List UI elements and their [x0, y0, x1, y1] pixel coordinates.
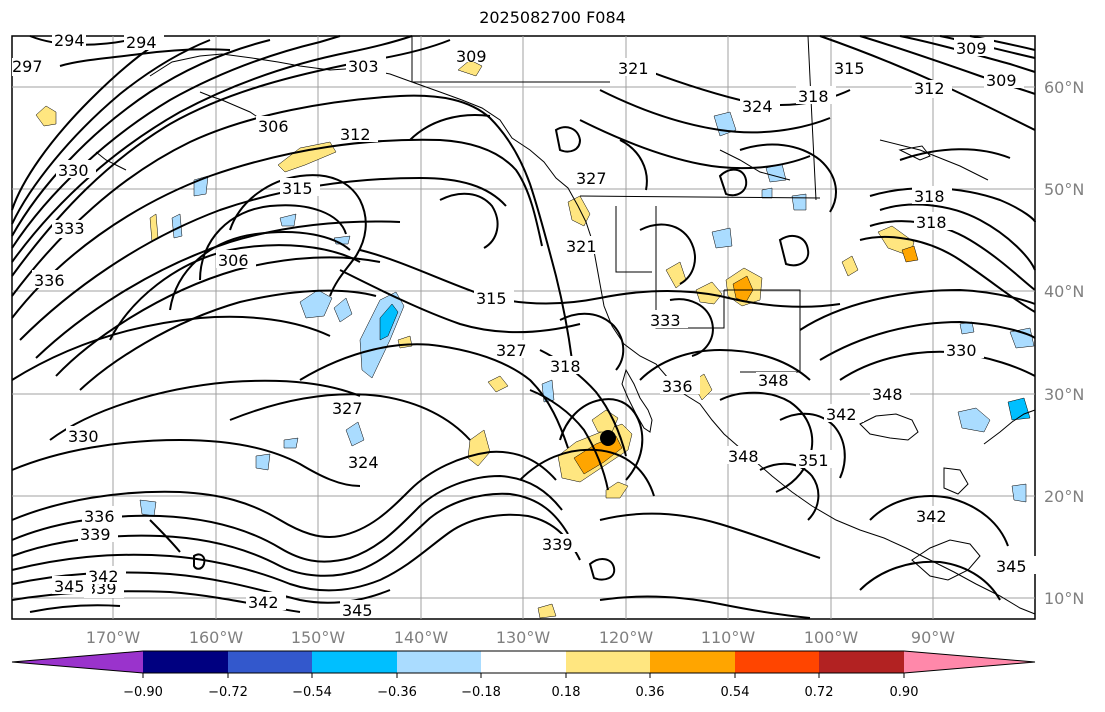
- colorbar-segment: [12, 651, 143, 673]
- lon-label: 120°W: [599, 628, 654, 647]
- colorbar-segment: [228, 651, 312, 673]
- contour-label: 318: [550, 357, 581, 376]
- contour-label: 327: [332, 399, 363, 418]
- lon-label: 130°W: [496, 628, 551, 647]
- lon-label: 100°W: [804, 628, 859, 647]
- colorbar-segment: [904, 651, 1035, 673]
- contour-label: 294: [54, 31, 85, 50]
- lon-label: 170°W: [86, 628, 141, 647]
- contour-lines: [11, 35, 1036, 619]
- contour-label: 351: [798, 451, 829, 470]
- contour-label: 306: [218, 251, 249, 270]
- contour-label: 312: [340, 125, 371, 144]
- colorbar-tick-label: −0.90: [123, 685, 163, 700]
- colorbar-segment: [143, 651, 228, 673]
- contour-label: 330: [946, 341, 977, 360]
- colorbar-tick-label: 0.36: [636, 685, 665, 700]
- lat-label: 30°N: [1044, 385, 1084, 404]
- map-title: 2025082700 F084: [479, 8, 626, 27]
- contour-label: 321: [618, 59, 649, 78]
- contour-label: 342: [826, 405, 857, 424]
- colorbar-segment: [566, 651, 650, 673]
- contour-label: 324: [742, 97, 773, 116]
- lat-label: 60°N: [1044, 78, 1084, 97]
- colorbar-tick-label: −0.72: [208, 685, 248, 700]
- contour-label: 309: [956, 39, 987, 58]
- contour-label: 315: [476, 289, 507, 308]
- colorbar-segment: [312, 651, 397, 673]
- contour-label: 345: [996, 557, 1027, 576]
- contour-labels: 294 294 297 303 309 321 315 312 309 306 …: [12, 31, 1036, 620]
- lon-label: 140°W: [394, 628, 449, 647]
- colorbar-tick-label: −0.18: [461, 685, 501, 700]
- contour-label: 309: [456, 47, 487, 66]
- contour-label: 333: [650, 311, 681, 330]
- contour-label: 336: [34, 271, 65, 290]
- colorbar: −0.90 −0.72 −0.54 −0.36 −0.18 0.18 0.36 …: [11, 650, 1036, 700]
- contour-label: 312: [914, 79, 945, 98]
- contour-label: 318: [916, 213, 947, 232]
- colorbar-tick-label: −0.36: [377, 685, 417, 700]
- lon-label: 90°W: [911, 628, 955, 647]
- contour-label: 324: [348, 453, 379, 472]
- colorbar-segment: [819, 651, 904, 673]
- colorbar-tick-label: −0.54: [292, 685, 332, 700]
- contour-label: 345: [54, 577, 85, 596]
- contour-label: 303: [348, 57, 379, 76]
- colorbar-tick-label: 0.18: [552, 685, 581, 700]
- colorbar-segment: [481, 651, 566, 673]
- contour-label: 294: [126, 33, 157, 52]
- lon-label: 160°W: [189, 628, 244, 647]
- contour-label: 327: [576, 169, 607, 188]
- colorbar-segment: [650, 651, 735, 673]
- lat-label: 40°N: [1044, 282, 1084, 301]
- contour-label: 321: [566, 237, 597, 256]
- contour-label: 339: [80, 525, 111, 544]
- contour-label: 342: [248, 593, 279, 612]
- colorbar-tick-label: 0.90: [890, 685, 919, 700]
- contour-label: 309: [986, 71, 1017, 90]
- contour-label: 336: [662, 377, 693, 396]
- contour-label: 342: [88, 567, 119, 586]
- contour-label: 315: [282, 179, 313, 198]
- contour-label: 327: [496, 341, 527, 360]
- contour-label: 315: [834, 59, 865, 78]
- lat-label: 50°N: [1044, 180, 1084, 199]
- contour-label: 348: [758, 371, 789, 390]
- contour-label: 348: [728, 447, 759, 466]
- lon-label: 150°W: [291, 628, 346, 647]
- latitude-labels: 60°N 50°N 40°N 30°N 20°N 10°N: [1044, 78, 1084, 608]
- contour-label: 330: [58, 161, 89, 180]
- colorbar-segment: [397, 651, 481, 673]
- contour-label: 318: [798, 87, 829, 106]
- lon-label: 110°W: [701, 628, 756, 647]
- lat-label: 20°N: [1044, 487, 1084, 506]
- contour-label: 318: [914, 187, 945, 206]
- colorbar-tick-label: 0.72: [805, 685, 834, 700]
- contour-label: 339: [542, 535, 573, 554]
- contour-label: 306: [258, 117, 289, 136]
- graticule: [12, 36, 1035, 619]
- longitude-labels: 170°W 160°W 150°W 140°W 130°W 120°W 110°…: [86, 628, 955, 647]
- contour-label: 348: [872, 385, 903, 404]
- contour-label: 336: [84, 507, 115, 526]
- lat-label: 10°N: [1044, 589, 1084, 608]
- contour-label: 297: [12, 57, 43, 76]
- colorbar-segment: [735, 651, 819, 673]
- contour-label: 345: [342, 601, 373, 620]
- colorbar-tick-label: 0.54: [721, 685, 750, 700]
- storm-center-marker: [600, 430, 616, 446]
- contour-label: 333: [54, 219, 85, 238]
- contour-label: 330: [68, 427, 99, 446]
- contour-label: 342: [916, 507, 947, 526]
